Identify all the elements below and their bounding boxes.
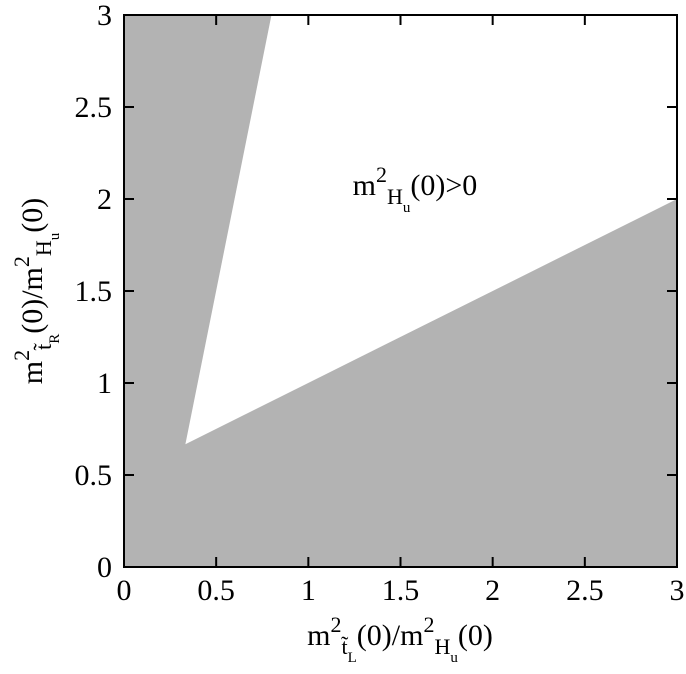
y-axis-label-part: 2 [9, 350, 34, 361]
annotation-part: H [387, 184, 403, 209]
y-axis-label-part: (0) [16, 198, 49, 233]
x-tick-label: 1.5 [382, 574, 420, 607]
y-tick-label: 2 [97, 183, 112, 216]
x-axis-label-part: (0)/m [357, 619, 424, 652]
allowed-region [185, 15, 677, 445]
annotation-part: (0)>0 [410, 169, 477, 202]
x-axis-label-part: t̃ [341, 634, 349, 659]
y-axis-label-part: R [47, 334, 63, 344]
x-axis-label-part: L [348, 650, 357, 666]
x-tick-label: 0 [117, 574, 132, 607]
y-tick-label: 0.5 [75, 459, 113, 492]
y-tick-label: 0 [97, 551, 112, 584]
x-axis-label-part: 2 [331, 612, 342, 637]
x-axis-label: m2t̃L(0)/m2Hu(0) [307, 612, 493, 666]
x-axis-label-part: (0) [458, 619, 493, 652]
x-tick-label: 0.5 [197, 574, 235, 607]
y-axis-label-part: t̃ [31, 342, 56, 350]
y-axis-label-part: u [47, 232, 63, 240]
y-tick-label: 3 [97, 0, 112, 32]
y-axis-label: m2t̃R(0)/m2Hu(0) [9, 198, 63, 385]
y-axis-label-part: m [16, 361, 49, 384]
x-tick-label: 2 [485, 574, 500, 607]
x-axis-label-part: m [307, 619, 330, 652]
y-tick-label: 1 [97, 367, 112, 400]
y-tick-label: 1.5 [75, 275, 113, 308]
x-axis-label-part: 2 [423, 612, 434, 637]
y-axis-label-part: (0)/m [16, 267, 49, 334]
x-axis-label-part: H [434, 634, 450, 659]
y-tick-label: 2.5 [75, 91, 113, 124]
annotation: m2Hu(0)>0 [353, 162, 478, 216]
x-tick-label: 1 [301, 574, 316, 607]
x-tick-label: 2.5 [566, 574, 604, 607]
x-axis-label-part: u [450, 650, 458, 666]
y-axis-label-part: 2 [9, 256, 34, 267]
annotation-part: 2 [376, 162, 387, 187]
annotation-part: u [403, 200, 411, 216]
x-tick-label: 3 [670, 574, 685, 607]
y-axis-label-part: H [31, 240, 56, 256]
annotation-part: m [353, 169, 376, 202]
